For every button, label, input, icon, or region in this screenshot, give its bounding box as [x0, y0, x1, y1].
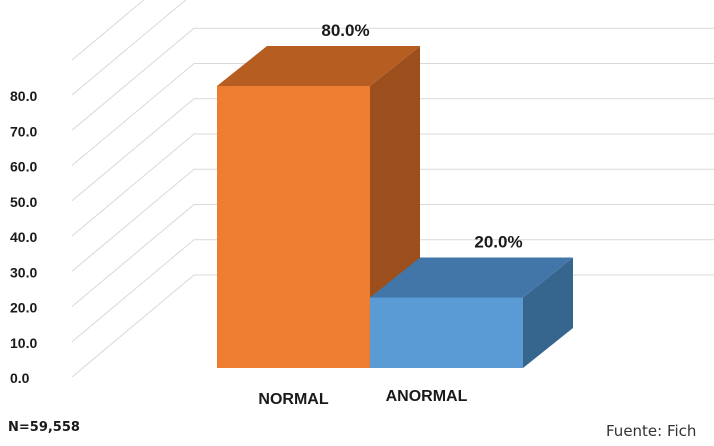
- y-axis-tick-labels: 0.0 10.0 20.0 30.0 40.0 50.0 60.0 70.0 80.0: [10, 88, 37, 386]
- bars: [217, 46, 573, 368]
- data-label: 20.0%: [474, 233, 522, 252]
- y-tick-label: 30.0: [10, 264, 37, 280]
- y-tick-label: 0.0: [10, 370, 30, 386]
- gridline: [71, 63, 714, 166]
- y-tick-label: 10.0: [10, 335, 37, 351]
- gridline: [71, 0, 145, 61]
- y-tick-label: 40.0: [10, 229, 37, 245]
- gridline: [71, 98, 714, 202]
- gridline: [71, 27, 714, 131]
- y-tick-label: 20.0: [10, 300, 37, 316]
- gridlines: [71, 0, 714, 378]
- data-label: 80.0%: [321, 21, 369, 40]
- bar-anormal: [370, 257, 573, 368]
- source-note: Fuente: Fich: [606, 422, 697, 440]
- bar-top: [370, 257, 573, 298]
- bar-front: [217, 86, 370, 368]
- category-labels: NORMAL ANORMAL: [258, 388, 467, 408]
- sample-size-note: N=59,558: [8, 420, 80, 435]
- bar-front: [370, 297, 523, 368]
- gridline: [71, 168, 714, 272]
- y-tick-label: 50.0: [10, 194, 37, 210]
- bar-top: [217, 46, 420, 86]
- category-label: NORMAL: [258, 391, 328, 408]
- data-labels: 80.0% 20.0%: [321, 21, 522, 252]
- y-tick-label: 80.0: [10, 88, 37, 104]
- gridline: [71, 239, 714, 343]
- gridline: [71, 0, 187, 96]
- y-tick-label: 60.0: [10, 159, 37, 175]
- gridline: [71, 133, 714, 237]
- y-tick-label: 70.0: [10, 123, 37, 139]
- bar-side: [523, 257, 573, 368]
- gridline: [71, 204, 714, 307]
- category-label: ANORMAL: [386, 388, 468, 405]
